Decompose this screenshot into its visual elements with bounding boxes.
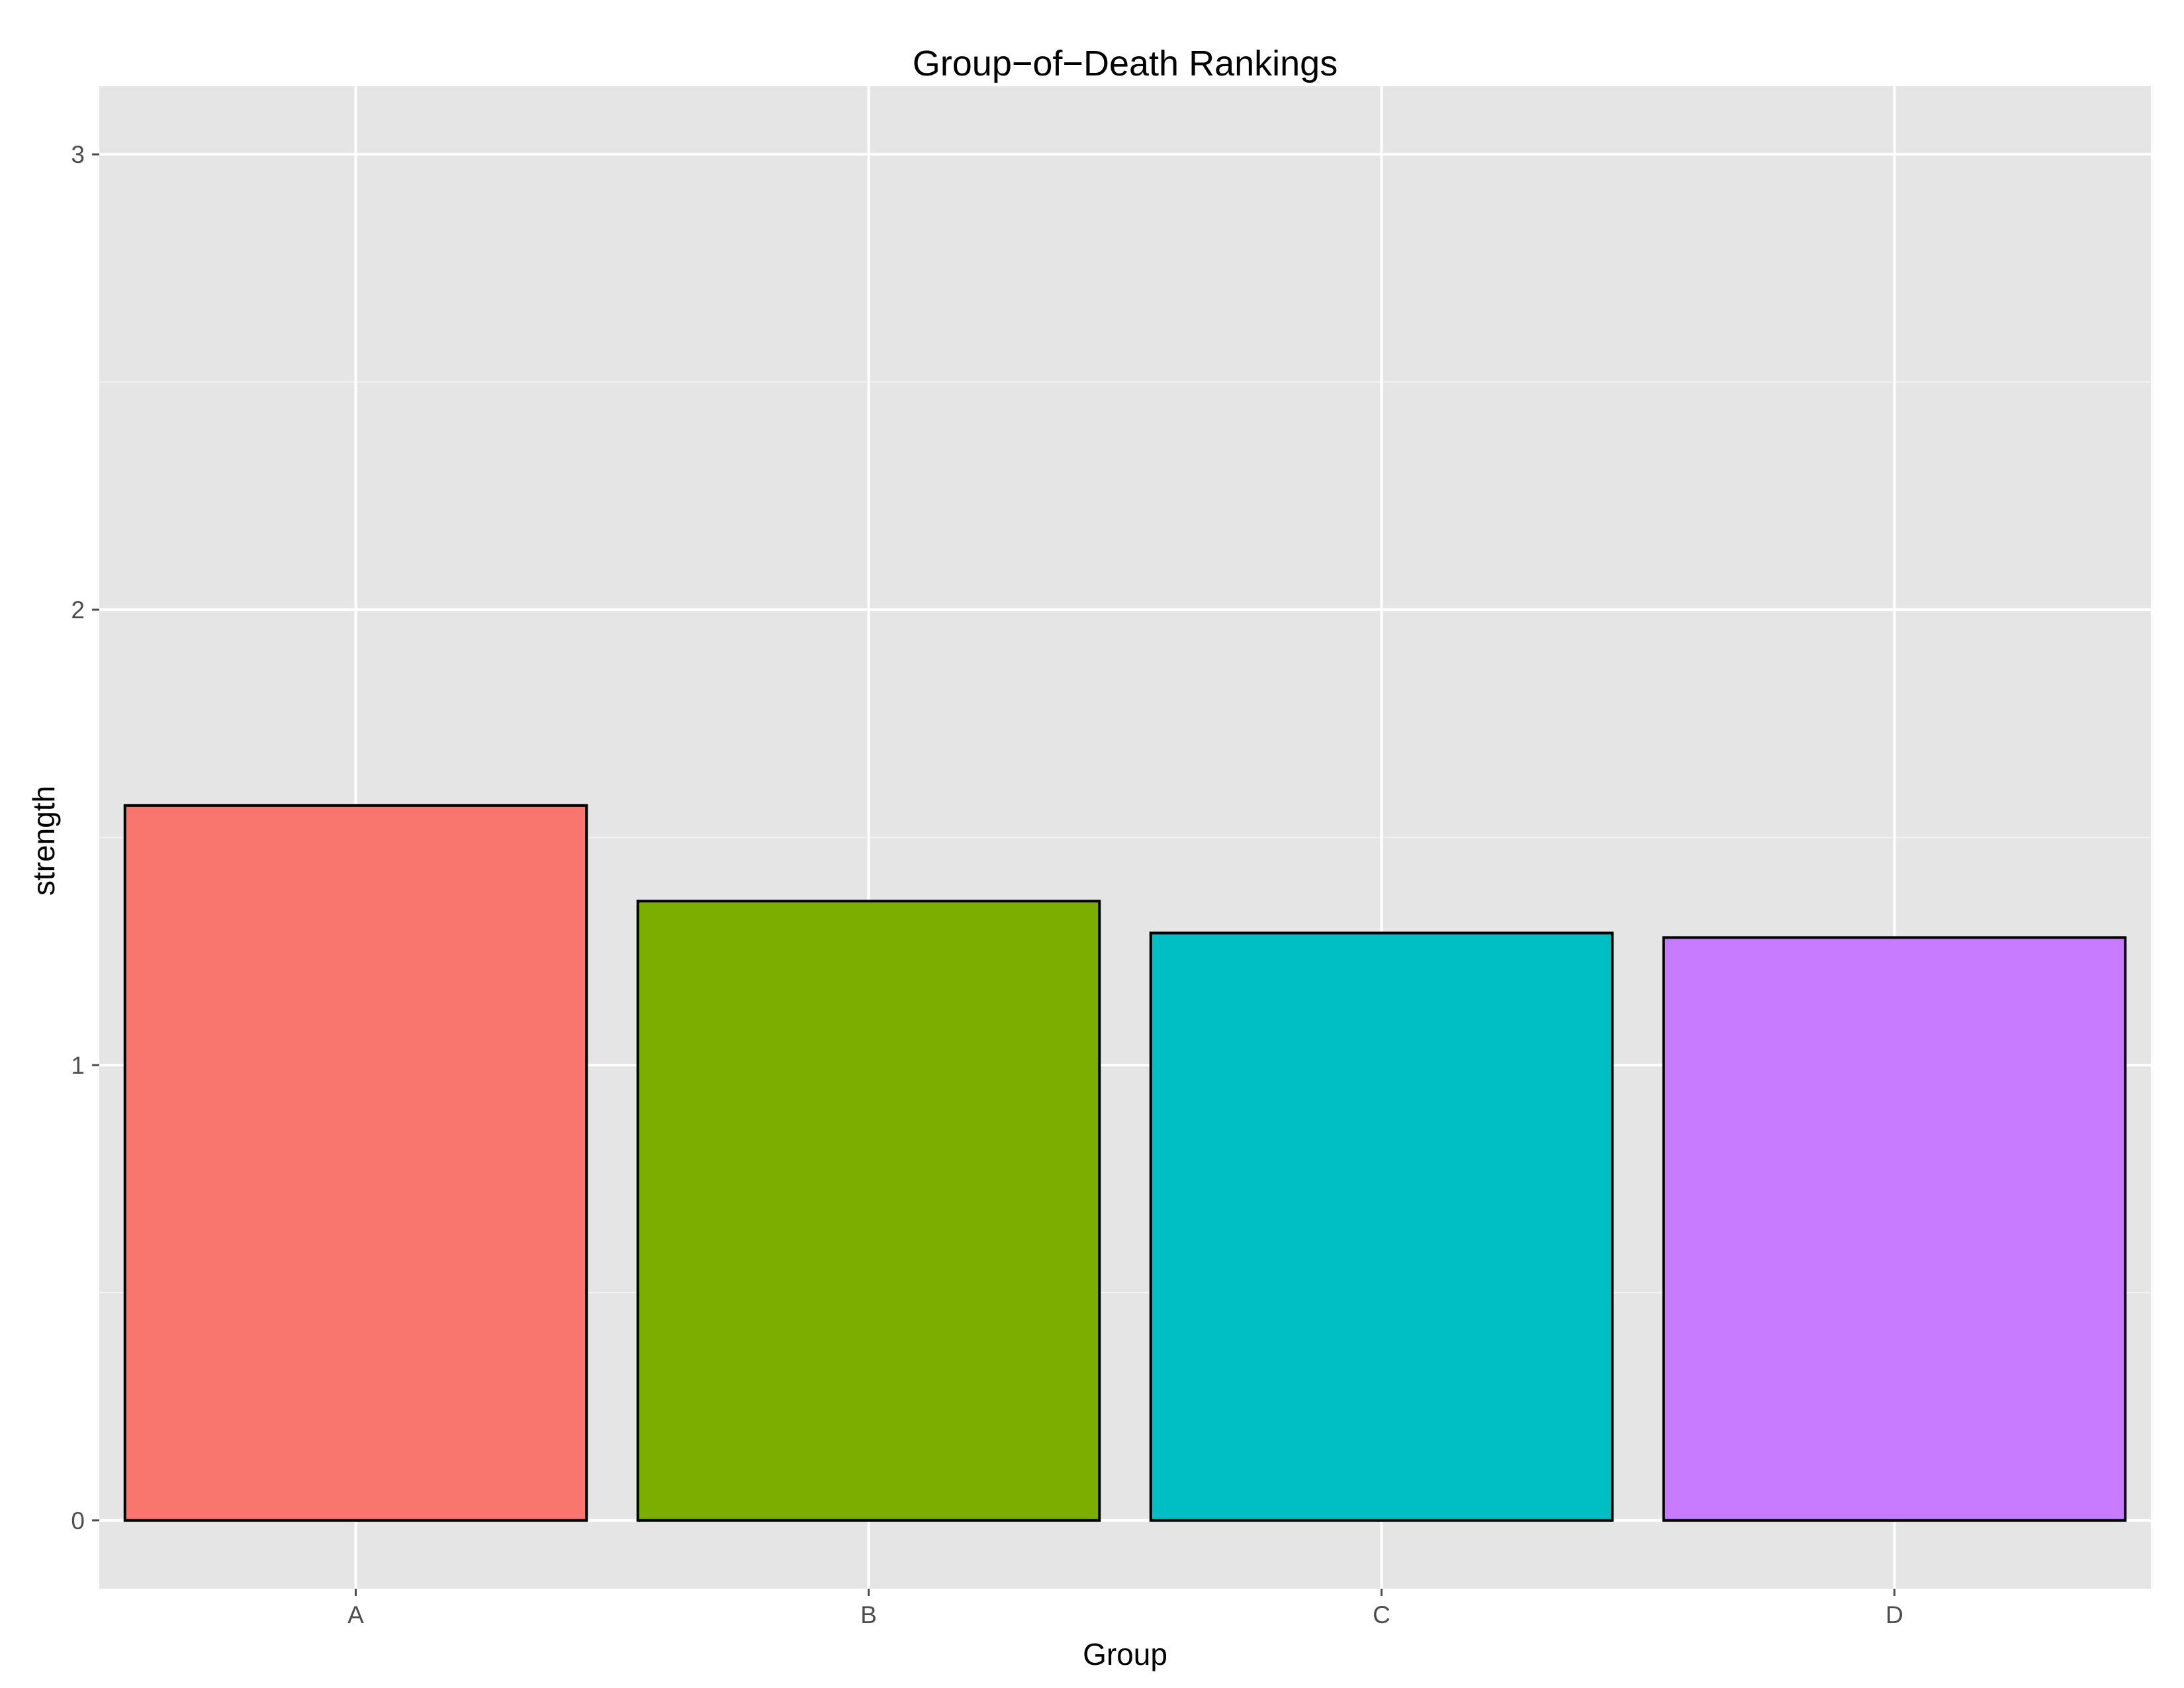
bar-A bbox=[123, 804, 588, 1522]
y-tick-label: 3 bbox=[71, 141, 85, 168]
y-tick-label: 1 bbox=[71, 1052, 85, 1079]
x-tick-label: A bbox=[347, 1601, 364, 1628]
x-axis: A B C D bbox=[347, 1589, 1903, 1628]
bar-D bbox=[1662, 936, 2127, 1522]
bar-B bbox=[636, 900, 1101, 1522]
y-tick-label: 0 bbox=[71, 1507, 85, 1534]
bar-C bbox=[1149, 931, 1614, 1522]
y-axis-title: strength bbox=[26, 786, 61, 896]
x-tick-label: D bbox=[1886, 1601, 1903, 1628]
x-axis-title: Group bbox=[1083, 1637, 1167, 1671]
y-axis: 0 1 2 3 bbox=[71, 141, 99, 1534]
x-tick-label: B bbox=[860, 1601, 877, 1628]
chart-title: Group−of−Death Rankings bbox=[913, 44, 1338, 83]
y-tick-label: 2 bbox=[71, 596, 85, 624]
x-tick-label: C bbox=[1373, 1601, 1390, 1628]
bars bbox=[123, 804, 2127, 1522]
